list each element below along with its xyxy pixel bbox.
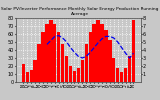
Bar [124,68,127,82]
Bar [61,44,64,82]
Bar [45,24,49,82]
Bar [96,20,100,82]
Text: Solar PV/Inverter Performance Monthly Solar Energy Production Running Average: Solar PV/Inverter Performance Monthly So… [1,7,159,16]
Bar [53,24,56,82]
Bar [85,44,88,82]
Bar [49,20,52,82]
Bar [88,32,92,82]
Bar [65,56,68,82]
Bar [30,70,33,82]
Bar [41,32,45,82]
Bar [81,60,84,82]
Bar [92,24,96,82]
Bar [22,64,25,82]
Bar [116,68,119,82]
Bar [104,30,108,82]
Bar [69,66,72,82]
Bar [100,24,104,82]
Bar [108,40,112,82]
Bar [120,72,123,82]
Bar [73,71,76,82]
Bar [33,60,37,82]
Bar [112,58,116,82]
Bar [26,72,29,82]
Bar [77,68,80,82]
Bar [128,56,131,82]
Bar [57,32,60,82]
Bar [37,44,41,82]
Bar [132,20,135,82]
